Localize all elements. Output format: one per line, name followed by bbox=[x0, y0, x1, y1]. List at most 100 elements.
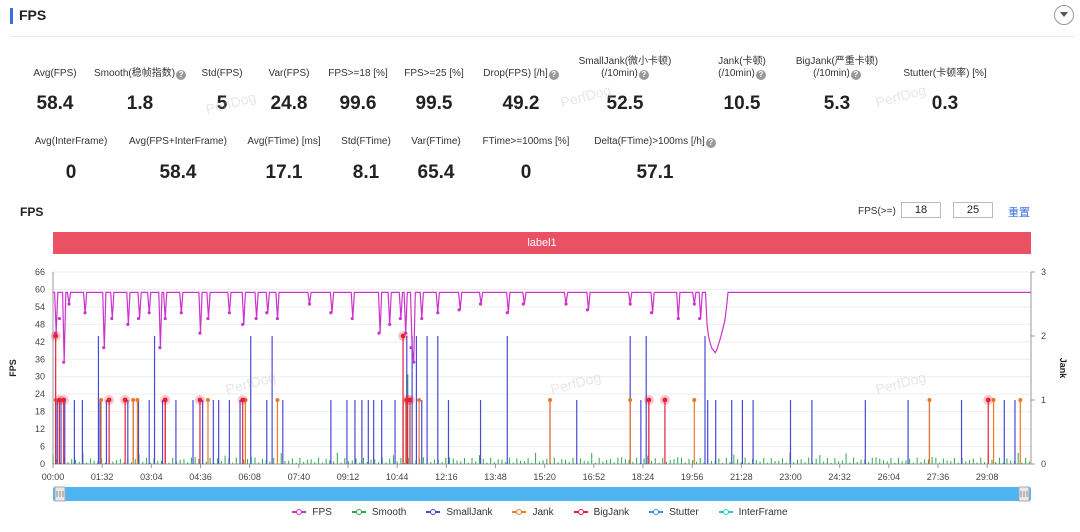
fps-dip-point bbox=[241, 322, 245, 326]
legend-swatch bbox=[351, 509, 366, 516]
x-tick-label: 29:08 bbox=[976, 472, 999, 482]
metric-m1-6: Drop(FPS) [/h]? 49.2 bbox=[476, 56, 566, 117]
metric-label: Drop(FPS) [/h]? bbox=[476, 68, 566, 80]
jank-point bbox=[927, 398, 932, 402]
metric-label-text: Var(FTime) bbox=[411, 136, 461, 147]
metric-label: Var(FPS) bbox=[259, 68, 319, 80]
metric-m1-5: FPS>=25 [%] 99.5 bbox=[399, 56, 469, 117]
metric-label: Avg(FPS) bbox=[15, 68, 95, 80]
y-tick-label: 42 bbox=[35, 337, 45, 347]
x-tick-label: 15:20 bbox=[533, 472, 556, 482]
metric-value: 99.6 bbox=[339, 93, 377, 114]
bigjank-point bbox=[122, 397, 128, 403]
metric-label-text: FTime>=100ms [%] bbox=[482, 136, 570, 147]
metric-value: 58.4 bbox=[36, 93, 74, 114]
metric-label-text: Avg(InterFrame) bbox=[34, 136, 108, 147]
legend-marker bbox=[296, 509, 303, 516]
fps-dip-point bbox=[649, 311, 654, 315]
legend-item-bigjank[interactable]: BigJank bbox=[573, 507, 629, 518]
metric-label: Avg(InterFrame) bbox=[16, 136, 126, 148]
bigjank-point bbox=[407, 397, 413, 403]
fps-dip-point bbox=[67, 302, 71, 306]
jank-point bbox=[692, 398, 697, 402]
help-icon[interactable]: ? bbox=[548, 70, 559, 80]
fps-dip-point bbox=[83, 311, 87, 315]
fps-dip-point bbox=[329, 311, 333, 315]
y-tick-label: 36 bbox=[35, 354, 45, 364]
metric-label-text: Std(FTime) bbox=[341, 136, 391, 147]
help-icon[interactable]: ? bbox=[638, 70, 649, 80]
x-tick-label: 19:56 bbox=[681, 472, 704, 482]
legend-swatch bbox=[573, 509, 588, 516]
fps-dip-point bbox=[388, 322, 392, 326]
fps-dip-point bbox=[420, 316, 424, 321]
y2-tick-label: 1 bbox=[1041, 395, 1046, 405]
x-tick-label: 12:16 bbox=[435, 472, 458, 482]
chart-title: FPS bbox=[20, 205, 44, 219]
fps-dip-point bbox=[206, 316, 210, 321]
x-tick-label: 16:52 bbox=[583, 472, 606, 482]
fps-threshold-input-2[interactable]: 25 bbox=[953, 202, 993, 218]
metric-label-unit: (/10min) bbox=[813, 68, 850, 79]
fps-dip-point bbox=[398, 316, 402, 321]
metric-label: FPS>=25 [%] bbox=[399, 68, 469, 80]
help-icon[interactable]: ? bbox=[755, 70, 766, 80]
metric-m1-10: Stutter(卡顿率) [%] 0.3 bbox=[890, 56, 1000, 117]
y-tick-label: 30 bbox=[35, 372, 45, 382]
metric-value: 24.8 bbox=[270, 93, 308, 114]
legend-marker bbox=[722, 509, 729, 516]
metric-value: 17.1 bbox=[265, 162, 303, 183]
legend-marker bbox=[577, 509, 584, 516]
metric-label-text: Jank(卡顿) bbox=[718, 56, 766, 67]
chevron-down-icon bbox=[1060, 12, 1068, 17]
metric-label: FPS>=18 [%] bbox=[323, 68, 393, 80]
metric-label-text: BigJank(严重卡顿) bbox=[795, 56, 879, 67]
legend-item-jank[interactable]: Jank bbox=[512, 507, 554, 518]
fps-dip-point bbox=[676, 316, 680, 321]
legend-item-fps[interactable]: FPS bbox=[292, 507, 332, 518]
metric-value: 5.3 bbox=[823, 93, 851, 114]
metric-value: 99.5 bbox=[415, 93, 453, 114]
legend-label: Smooth bbox=[371, 507, 407, 518]
fps-dip-point bbox=[147, 311, 151, 315]
bigjank-point bbox=[162, 397, 168, 403]
metric-m1-8: Jank(卡顿) (/10min)? 10.5 bbox=[702, 56, 782, 117]
legend-item-smooth[interactable]: Smooth bbox=[351, 507, 407, 518]
metric-m1-0: Avg(FPS) 58.4 bbox=[15, 56, 95, 117]
x-tick-label: 21:28 bbox=[730, 472, 753, 482]
fps-dip-point bbox=[198, 331, 202, 335]
x-tick-label: 07:40 bbox=[288, 472, 311, 482]
metric-label-text: Delta(FTime)>100ms [/h] bbox=[594, 136, 705, 147]
bigjank-point bbox=[53, 333, 59, 339]
legend-item-smalljank[interactable]: SmallJank bbox=[426, 507, 492, 518]
y2-axis-label: Jank bbox=[1058, 358, 1068, 380]
metric-value: 52.5 bbox=[606, 93, 644, 114]
help-icon[interactable]: ? bbox=[705, 138, 716, 148]
help-icon[interactable]: ? bbox=[850, 70, 861, 80]
legend-item-interframe[interactable]: InterFrame bbox=[718, 507, 788, 518]
help-icon[interactable]: ? bbox=[176, 70, 187, 80]
collapse-button[interactable] bbox=[1054, 5, 1074, 25]
fps-dip-point bbox=[57, 316, 62, 321]
x-tick-label: 03:04 bbox=[140, 472, 163, 482]
legend-swatch bbox=[512, 509, 527, 516]
fps-threshold-input-1[interactable]: 18 bbox=[901, 202, 941, 218]
reset-button[interactable]: 重置 bbox=[1008, 207, 1030, 219]
metric-label-text: Avg(FTime) [ms] bbox=[247, 136, 321, 147]
metric-value: 65.4 bbox=[417, 162, 455, 183]
fps-dip-point bbox=[505, 311, 509, 315]
legend-label: Stutter bbox=[669, 507, 699, 518]
legend-item-stutter[interactable]: Stutter bbox=[649, 507, 699, 518]
jank-point bbox=[1018, 398, 1023, 402]
y-tick-label: 60 bbox=[35, 284, 45, 294]
fps-dip-point bbox=[436, 311, 440, 315]
metric-m2-4: Var(FTime) 65.4 bbox=[406, 136, 466, 186]
metric-label: SmallJank(微小卡顿) (/10min)? bbox=[575, 56, 675, 80]
metric-label: Avg(FPS+InterFrame) bbox=[118, 136, 238, 148]
label-banner[interactable]: label1 bbox=[53, 232, 1031, 254]
y-tick-label: 66 bbox=[35, 267, 45, 277]
y-tick-label: 54 bbox=[35, 302, 45, 312]
x-tick-label: 23:00 bbox=[779, 472, 802, 482]
legend-swatch bbox=[292, 509, 307, 516]
